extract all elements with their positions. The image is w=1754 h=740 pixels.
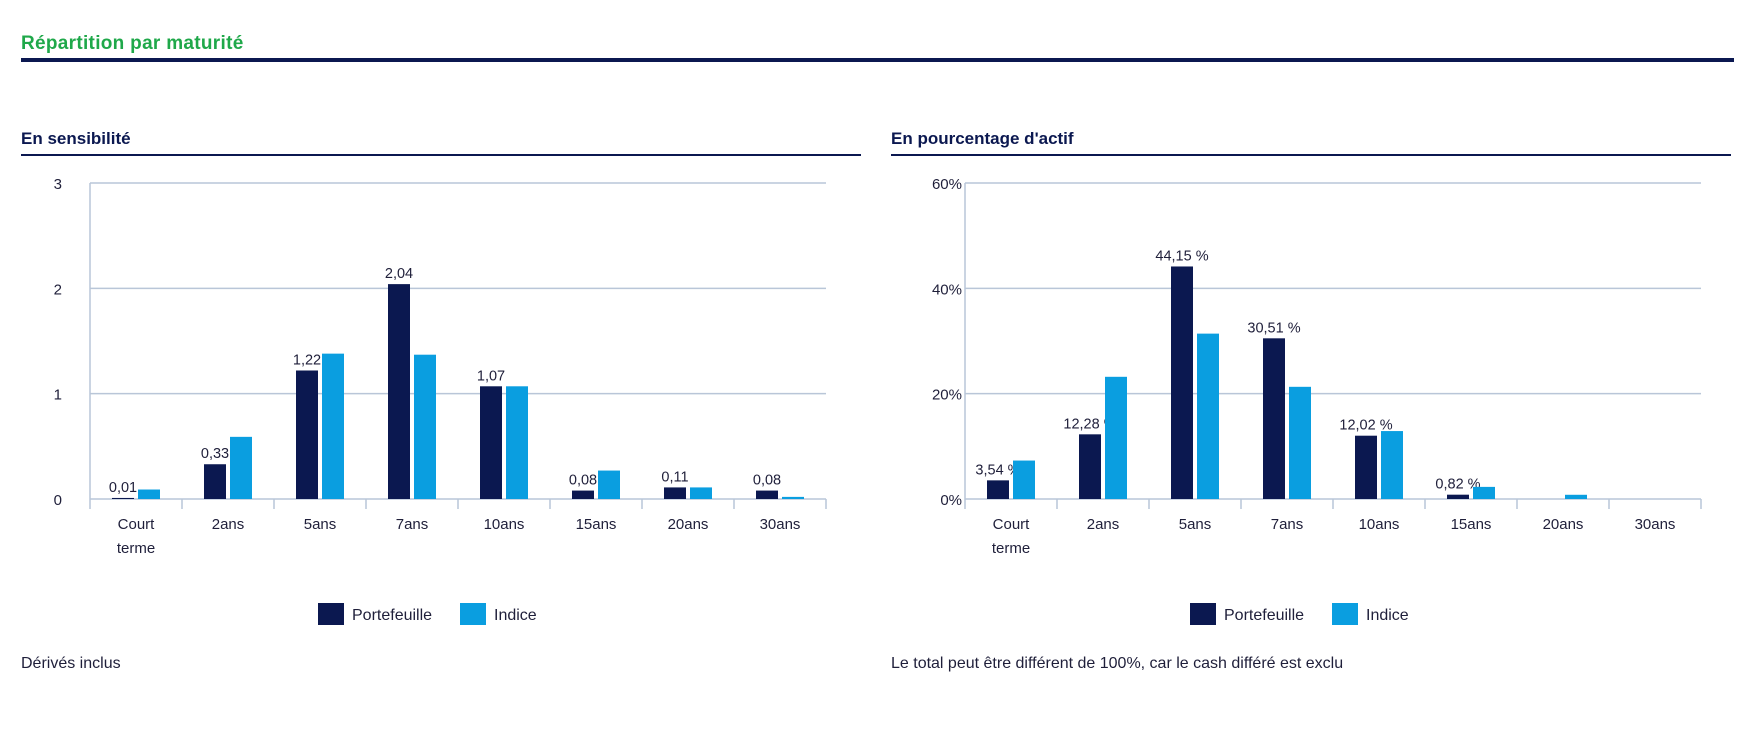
x-tick-label-pourcentage: 20ans: [1543, 516, 1584, 533]
x-tick-label-sensibilite: 15ans: [576, 516, 617, 533]
legend-label-pourcentage: Indice: [1366, 607, 1409, 624]
data-label-sensibilite: 1,07: [477, 368, 505, 384]
title-underline: [21, 58, 1734, 62]
data-label-sensibilite: 1,22: [293, 352, 321, 368]
y-tick-label-pourcentage: 40%: [932, 281, 962, 298]
bar-sensibilite-portefeuille: [296, 370, 318, 499]
x-tick-label-sensibilite: Court: [118, 516, 156, 533]
y-tick-label-pourcentage: 0%: [940, 492, 962, 509]
x-tick-label-pourcentage: 30ans: [1635, 516, 1676, 533]
bar-sensibilite-portefeuille: [204, 464, 226, 499]
bar-sensibilite-indice: [506, 386, 528, 499]
x-tick-label-sensibilite: 7ans: [396, 516, 429, 533]
bar-sensibilite-portefeuille: [480, 386, 502, 499]
bar-sensibilite-portefeuille: [664, 487, 686, 499]
bar-pourcentage-portefeuille: [1079, 434, 1101, 499]
x-tick-label-sensibilite: 10ans: [484, 516, 525, 533]
legend-swatch-sensibilite-portefeuille: [318, 603, 344, 625]
note-pourcentage: Le total peut être différent de 100%, ca…: [891, 655, 1344, 672]
x-tick-label-sensibilite: 5ans: [304, 516, 337, 533]
legend-swatch-sensibilite-indice: [460, 603, 486, 625]
x-tick-label-pourcentage: 7ans: [1271, 516, 1304, 533]
bar-sensibilite-indice: [414, 354, 436, 499]
bar-sensibilite-indice: [138, 489, 160, 499]
bar-sensibilite-portefeuille: [572, 490, 594, 499]
x-tick-label-sensibilite: terme: [117, 540, 155, 557]
bar-pourcentage-indice: [1381, 431, 1403, 499]
x-tick-label-pourcentage: Court: [993, 516, 1031, 533]
data-label-pourcentage: 44,15 %: [1155, 248, 1208, 264]
legend-swatch-pourcentage-indice: [1332, 603, 1358, 625]
y-tick-label-pourcentage: 60%: [932, 176, 962, 193]
bar-pourcentage-indice: [1197, 333, 1219, 499]
bar-pourcentage-indice: [1565, 494, 1587, 499]
legend-label-pourcentage: Portefeuille: [1224, 607, 1304, 624]
y-tick-label-sensibilite: 3: [54, 176, 62, 193]
data-label-pourcentage: 12,02 %: [1339, 418, 1392, 434]
x-tick-label-sensibilite: 20ans: [668, 516, 709, 533]
x-tick-label-pourcentage: 5ans: [1179, 516, 1212, 533]
y-tick-label-sensibilite: 0: [54, 492, 62, 509]
bar-sensibilite-indice: [598, 470, 620, 499]
bar-pourcentage-portefeuille: [1263, 338, 1285, 499]
bar-sensibilite-portefeuille: [756, 490, 778, 499]
bar-pourcentage-portefeuille: [987, 480, 1009, 499]
y-tick-label-sensibilite: 1: [54, 387, 62, 404]
page-title: Répartition par maturité: [21, 33, 244, 54]
bar-pourcentage-indice: [1013, 460, 1035, 499]
data-label-pourcentage: 3,54 %: [975, 462, 1020, 478]
legend-label-sensibilite: Indice: [494, 607, 537, 624]
bar-sensibilite-portefeuille: [112, 497, 134, 499]
bar-pourcentage-portefeuille: [1355, 435, 1377, 499]
data-label-sensibilite: 0,08: [753, 473, 781, 489]
bar-pourcentage-indice: [1473, 486, 1495, 499]
x-tick-label-pourcentage: 10ans: [1359, 516, 1400, 533]
x-tick-label-pourcentage: 2ans: [1087, 516, 1120, 533]
x-tick-label-sensibilite: 30ans: [760, 516, 801, 533]
data-label-sensibilite: 0,33: [201, 446, 229, 462]
bar-sensibilite-indice: [322, 353, 344, 499]
bar-sensibilite-indice: [782, 496, 804, 499]
bar-pourcentage-indice: [1105, 376, 1127, 499]
data-label-pourcentage: 0,82 %: [1435, 477, 1480, 493]
bar-sensibilite-indice: [230, 436, 252, 499]
x-tick-label-pourcentage: terme: [992, 540, 1030, 557]
legend-swatch-pourcentage-portefeuille: [1190, 603, 1216, 625]
chart-title-underline-pourcentage: [891, 154, 1731, 156]
bar-pourcentage-portefeuille: [1171, 266, 1193, 499]
bar-sensibilite-portefeuille: [388, 284, 410, 499]
note-sensibilite: Dérivés inclus: [21, 655, 121, 672]
chart-title-pourcentage: En pourcentage d'actif: [891, 129, 1074, 148]
data-label-sensibilite: 0,08: [569, 473, 597, 489]
bar-sensibilite-indice: [690, 487, 712, 499]
y-tick-label-pourcentage: 20%: [932, 387, 962, 404]
bar-pourcentage-portefeuille: [1447, 494, 1469, 499]
data-label-sensibilite: 2,04: [385, 266, 413, 282]
data-label-pourcentage: 12,28 %: [1063, 416, 1116, 432]
legend-label-sensibilite: Portefeuille: [352, 607, 432, 624]
bar-pourcentage-indice: [1289, 386, 1311, 499]
data-label-sensibilite: 0,01: [109, 480, 137, 496]
data-label-pourcentage: 30,51 %: [1247, 320, 1300, 336]
chart-title-sensibilite: En sensibilité: [21, 129, 131, 148]
data-label-sensibilite: 0,11: [661, 469, 688, 485]
y-tick-label-sensibilite: 2: [54, 281, 62, 298]
x-tick-label-pourcentage: 15ans: [1451, 516, 1492, 533]
chart-title-underline-sensibilite: [21, 154, 861, 156]
x-tick-label-sensibilite: 2ans: [212, 516, 245, 533]
